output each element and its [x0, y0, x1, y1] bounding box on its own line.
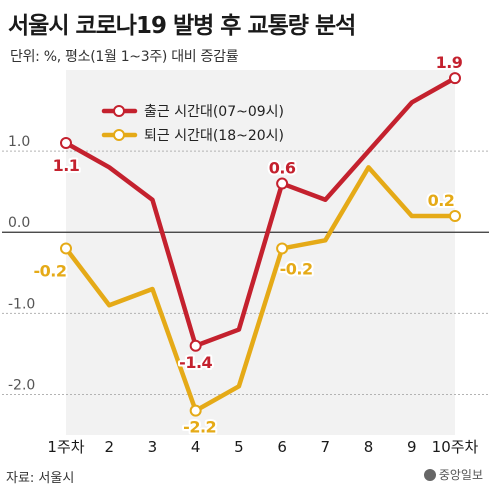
data-label-halo: -0.2 — [34, 261, 67, 280]
x-tick-label: 6 — [277, 438, 287, 456]
data-point-marker — [60, 242, 72, 255]
data-label-halo: -2.2 — [183, 418, 216, 437]
x-tick-label: 9 — [407, 438, 417, 456]
data-point-marker — [276, 177, 289, 190]
data-label-halo: 0.6 — [269, 159, 296, 178]
logo-text: 중앙일보 — [438, 468, 483, 482]
chart-subtitle: 단위: %, 평소(1월 1~3주) 대비 증감률 — [10, 49, 239, 65]
source-note: 자료: 서울시 — [6, 471, 75, 486]
data-label-halo: 0.2 — [428, 191, 455, 210]
legend-label: 퇴근 시간대(18~20시) — [144, 128, 284, 144]
data-label-halo: 1.9 — [436, 53, 463, 72]
data-label: 0.2 — [428, 191, 455, 210]
data-point-marker — [449, 72, 461, 85]
x-tick-label: 3 — [148, 438, 158, 456]
data-label: -0.2 — [280, 259, 313, 278]
x-tick-label: 5 — [234, 438, 244, 456]
data-label: 0.6 — [269, 159, 296, 178]
y-tick-label: 1.0 — [8, 134, 30, 150]
data-label: -0.2 — [34, 261, 67, 280]
label-layer: 1.11.1-1.4-1.40.60.61.91.9-0.2-0.2-2.2-2… — [32, 51, 466, 439]
data-label: -2.2 — [183, 418, 216, 437]
y-tick-label: -2.0 — [8, 377, 35, 393]
logo-icon — [423, 468, 436, 481]
grid-layer: 1.0 0.0 -1.0 -2.0 1주차 2 3 4 5 6 7 8 9 10주차 — [2, 134, 489, 456]
data-label: -1.4 — [179, 353, 212, 372]
x-tick-label: 8 — [364, 438, 374, 456]
legend-label: 출근 시간대(07~09시) — [144, 104, 284, 120]
series-layer — [60, 72, 461, 417]
publisher-logo: 중앙일보 — [423, 466, 483, 483]
y-tick-label: -1.0 — [8, 296, 35, 312]
series-line-1 — [63, 75, 458, 349]
legend: 출근 시간대(07~09시) 퇴근 시간대(18~20시) — [101, 104, 284, 144]
data-label-halo: 1.1 — [53, 156, 80, 175]
x-tick-label: 2 — [104, 438, 114, 456]
data-label: 1.1 — [53, 156, 80, 175]
data-point-marker — [60, 137, 72, 149]
data-label-halo: -1.4 — [179, 353, 212, 372]
x-tick-label: 10주차 — [432, 438, 479, 456]
x-tick-label: 4 — [191, 438, 201, 456]
data-point-marker — [189, 404, 202, 417]
y-tick-label: 0.0 — [8, 215, 30, 231]
data-point-marker — [276, 242, 289, 255]
x-tick-label: 1주차 — [47, 438, 84, 456]
data-label: 1.9 — [436, 53, 463, 72]
legend-swatch-marker — [113, 129, 125, 141]
data-point-marker — [189, 339, 202, 352]
legend-swatch-marker — [113, 105, 125, 117]
data-point-marker — [449, 210, 461, 222]
series-line-2 — [63, 165, 458, 413]
x-tick-label: 7 — [321, 438, 331, 456]
data-label-halo: -0.2 — [280, 259, 313, 278]
chart-title: 서울시 코로나19 발병 후 교통량 분석 — [8, 13, 356, 39]
